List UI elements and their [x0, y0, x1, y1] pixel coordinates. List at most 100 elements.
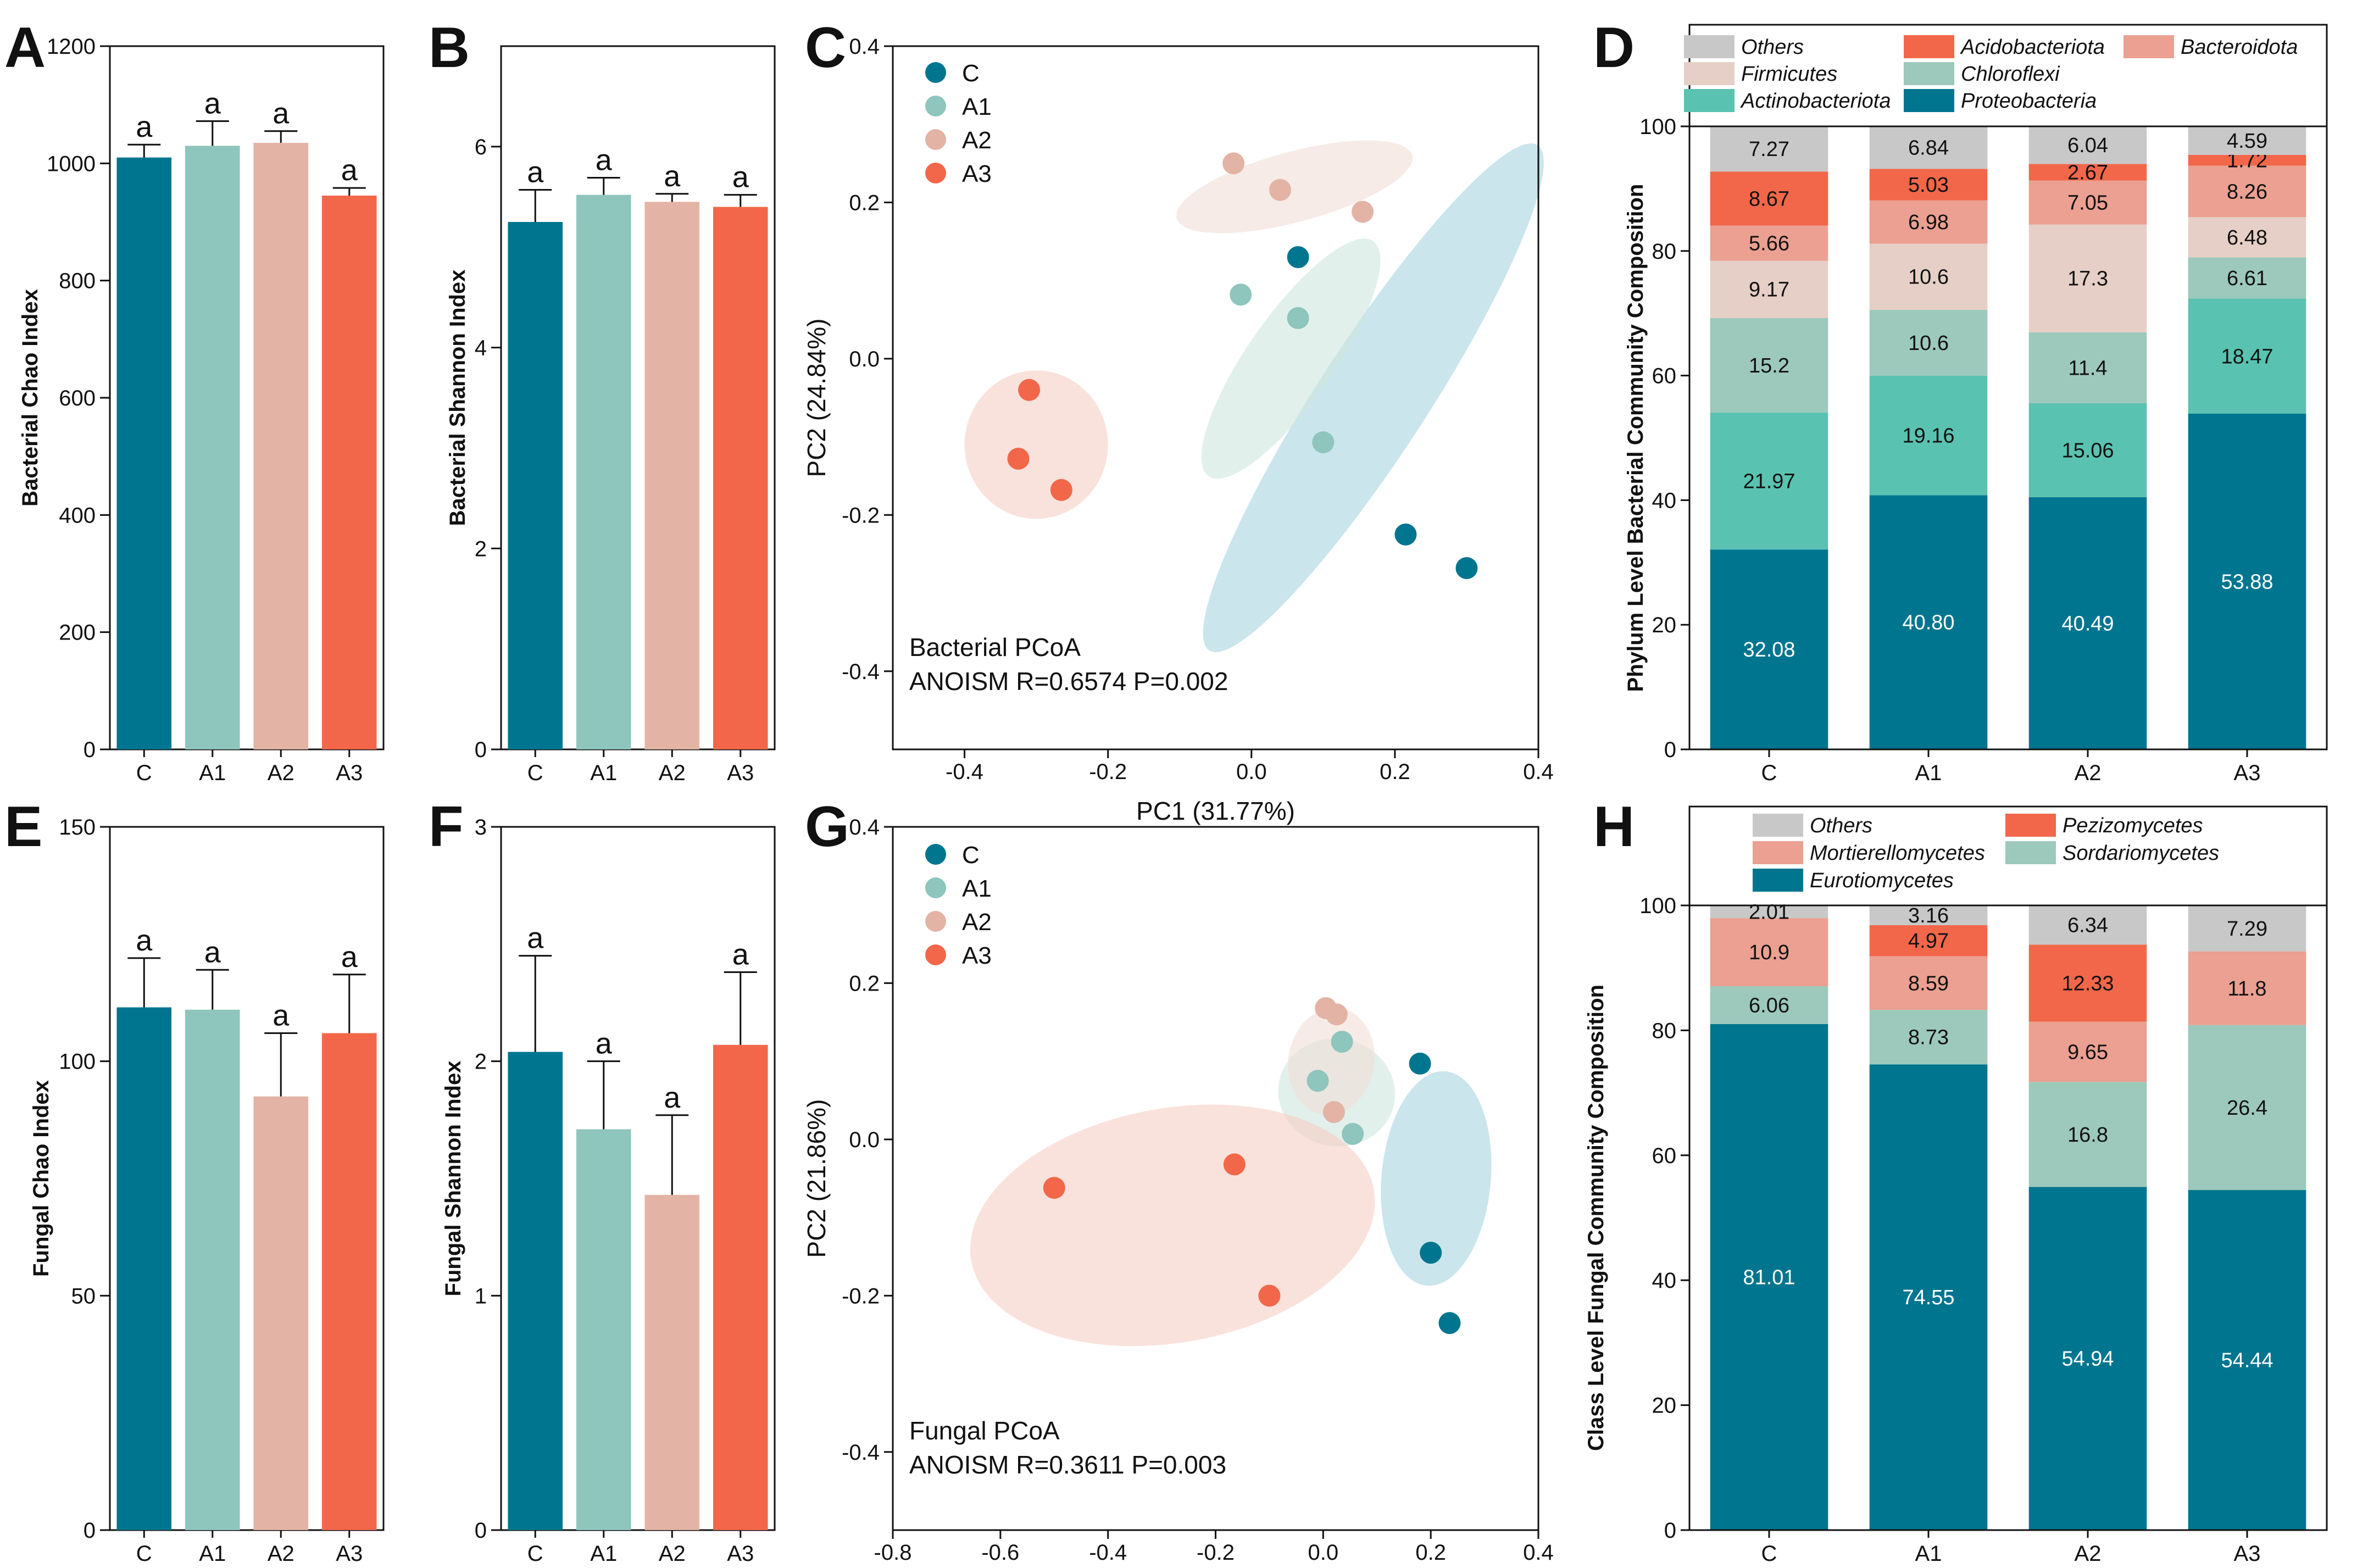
- segment-Actinobacteriota-C: [1710, 413, 1828, 550]
- legend-marker-C: [925, 844, 946, 865]
- bar-A1: [576, 194, 631, 750]
- segment-Chloroflexi-C: [1710, 318, 1828, 413]
- x-tick-label: -0.6: [981, 1541, 1019, 1565]
- segment-Others-C: [1710, 126, 1828, 172]
- y-tick-label: 40: [1652, 1269, 1677, 1293]
- segment-Acidobacteriota-A1: [1869, 169, 1988, 201]
- y-tick-label: 1000: [47, 152, 96, 176]
- legend-swatch-Acidobacteriota: [1904, 35, 1954, 58]
- segment-label-Bacteroidota: 7.05: [2067, 192, 2108, 215]
- point-A1: [1331, 1031, 1353, 1053]
- legend-swatch-Proteobacteria: [1904, 89, 1954, 112]
- legend-box-H: [1688, 805, 2328, 907]
- plot-annotation-stats: ANOISM R=0.3611 P=0.003: [909, 1450, 1226, 1479]
- y-axis-label: Fungal Shannon Index: [441, 1061, 465, 1297]
- segment-label-Others: 4.59: [2227, 130, 2267, 153]
- x-tick-label-A2: A2: [268, 1542, 294, 1566]
- y-tick-label: 0.2: [849, 191, 880, 215]
- segment-label-Acidobacteriota: 5.03: [1908, 174, 1949, 197]
- segment-label-Pezizomycetes: 12.33: [2061, 972, 2114, 995]
- bar-A3: [713, 1044, 768, 1530]
- y-tick-label: 100: [59, 1050, 96, 1074]
- segment-label-Proteobacteria: 40.80: [1902, 611, 1954, 635]
- segment-label-Sordariomycetes: 26.4: [2227, 1097, 2267, 1120]
- segment-label-Bacteroidota: 6.98: [1908, 211, 1949, 234]
- x-tick-label-A1: A1: [1915, 761, 1942, 785]
- confidence-ellipse-A3: [964, 370, 1108, 519]
- plot-frame-B: [500, 45, 776, 750]
- point-A3: [1050, 479, 1072, 501]
- legend-marker-A1: [925, 96, 946, 116]
- y-tick-label: 1200: [47, 35, 96, 59]
- segment-label-Chloroflexi: 11.4: [2068, 357, 2107, 380]
- segment-Actinobacteriota-A1: [1869, 376, 1988, 496]
- point-A3: [1043, 1177, 1065, 1199]
- significance-label: a: [273, 97, 290, 130]
- significance-label: a: [664, 160, 681, 193]
- legend-label-A2: A2: [962, 127, 992, 154]
- segment-Firmicutes-C: [1710, 260, 1828, 318]
- point-C: [1420, 1242, 1442, 1264]
- y-tick-label: 0: [84, 1519, 96, 1543]
- segment-label-Eurotiomycetes: 81.01: [1743, 1266, 1795, 1289]
- significance-label: a: [732, 938, 749, 971]
- segment-Pezizomycetes-A1: [1869, 925, 1988, 957]
- y-tick-label: 0: [1664, 1519, 1676, 1543]
- y-tick-label: 80: [1652, 240, 1677, 264]
- panel-label-F: F: [429, 795, 464, 859]
- y-tick-label: 0.0: [849, 347, 880, 371]
- y-axis-label: Fungal Chao Index: [29, 1080, 53, 1277]
- y-tick-label: 60: [1652, 364, 1677, 388]
- segment-Actinobacteriota-A2: [2028, 403, 2147, 497]
- bar-A2: [644, 1194, 700, 1530]
- point-C: [1455, 557, 1478, 580]
- segment-label-Firmicutes: 9.17: [1749, 279, 1789, 302]
- x-tick-label: 0.2: [1380, 760, 1410, 784]
- x-tick-label: -0.2: [1089, 760, 1127, 784]
- y-tick-label: 200: [59, 621, 96, 645]
- legend-marker-A3: [925, 944, 946, 965]
- legend-label-A1: A1: [962, 93, 992, 120]
- x-tick-label: 0.0: [1236, 760, 1267, 784]
- segment-Chloroflexi-A3: [2188, 257, 2306, 299]
- bar-C: [508, 222, 563, 749]
- legend-swatch-Others: [1684, 35, 1735, 58]
- y-tick-label: 60: [1652, 1144, 1677, 1168]
- segment-Others-A2: [2028, 126, 2147, 164]
- x-tick-label: 0.4: [1523, 760, 1554, 784]
- y-tick-label: 2: [475, 537, 487, 561]
- legend-marker-A2: [925, 129, 946, 150]
- legend-label-C: C: [962, 60, 980, 87]
- point-A2: [1352, 201, 1374, 223]
- point-A1: [1287, 307, 1309, 329]
- segment-label-Bacteroidota: 5.66: [1749, 232, 1789, 255]
- segment-label-Eurotiomycetes: 54.94: [2061, 1348, 2114, 1371]
- segment-Others-A3: [2188, 126, 2306, 155]
- x-tick-label-A3: A3: [727, 761, 754, 785]
- x-tick-label-A1: A1: [1915, 1542, 1942, 1566]
- plot-annotation-title: Fungal PCoA: [909, 1416, 1060, 1445]
- segment-label-Chloroflexi: 10.6: [1908, 332, 1949, 355]
- y-axis-label: PC2 (21.86%): [802, 1099, 831, 1258]
- x-tick-label-A2: A2: [659, 1542, 686, 1566]
- legend-label-Firmicutes: Firmicutes: [1741, 63, 1837, 86]
- segment-label-Others: 6.34: [2067, 914, 2108, 937]
- x-tick-label-A3: A3: [336, 1542, 363, 1566]
- segment-label-Others: 6.04: [2067, 134, 2108, 157]
- segment-Bacteroidota-A3: [2188, 165, 2306, 218]
- segment-label-Actinobacteriota: 15.06: [2061, 439, 2114, 462]
- significance-label: a: [596, 1027, 613, 1060]
- significance-label: a: [136, 110, 153, 143]
- segment-label-Mortierellomycetes: 9.65: [2067, 1041, 2108, 1064]
- segment-Proteobacteria-A1: [1869, 495, 1988, 749]
- bar-A2: [253, 1096, 309, 1530]
- segment-Firmicutes-A1: [1869, 243, 1988, 310]
- y-tick-label: 3: [475, 815, 487, 839]
- point-A3: [1258, 1285, 1281, 1307]
- legend-label-Eurotiomycetes: Eurotiomycetes: [1810, 869, 1954, 892]
- y-tick-label: 150: [59, 815, 96, 839]
- confidence-ellipse-A2: [1176, 140, 1413, 233]
- segment-Sordariomycetes-A1: [1869, 1010, 1988, 1065]
- segment-Mortierellomycetes-C: [1710, 918, 1828, 987]
